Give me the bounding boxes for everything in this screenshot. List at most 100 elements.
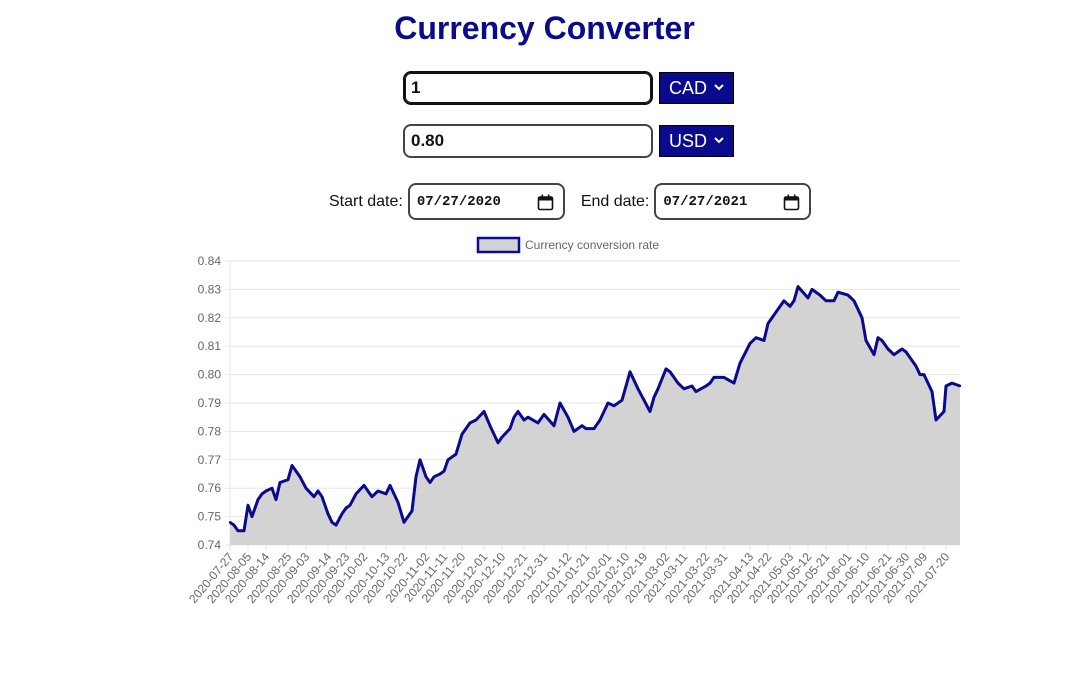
to-currency-select[interactable]: USD — [659, 125, 734, 157]
chevron-down-icon — [714, 137, 724, 144]
data-point — [242, 529, 246, 532]
data-point — [682, 387, 686, 390]
data-point — [754, 336, 758, 339]
data-point — [460, 433, 464, 436]
data-point — [886, 347, 890, 351]
data-point — [652, 396, 656, 399]
data-point — [362, 484, 366, 487]
data-point — [642, 399, 646, 402]
data-point — [316, 489, 320, 493]
from-amount-input[interactable] — [403, 71, 653, 105]
data-point — [508, 427, 512, 430]
data-point — [572, 430, 576, 433]
end-date-label: End date: — [580, 192, 650, 210]
data-point — [496, 441, 500, 444]
to-currency-value: USD — [669, 130, 708, 151]
data-point — [876, 336, 880, 339]
end-date-input[interactable]: 07/27/2021 — [654, 183, 812, 220]
data-point — [864, 339, 868, 342]
data-point — [384, 492, 388, 496]
data-point — [620, 399, 624, 402]
y-tick-label: 0.77 — [198, 453, 222, 467]
data-point — [446, 458, 450, 461]
y-tick-label: 0.74 — [198, 538, 222, 552]
data-point — [376, 489, 380, 493]
data-point — [860, 316, 864, 319]
data-point — [738, 362, 742, 365]
data-point — [474, 418, 478, 422]
data-point — [428, 481, 432, 484]
y-tick-label: 0.79 — [198, 396, 222, 410]
data-point — [732, 381, 736, 385]
y-axis-ticks: 0.84 0.83 0.82 0.81 0.80 0.79 0.78 0.77 0.76 0.75… — [198, 254, 222, 552]
data-point — [748, 342, 752, 345]
end-date-value: 07/27/2021 — [663, 193, 748, 210]
data-point — [388, 484, 392, 487]
data-point — [334, 523, 338, 527]
data-point — [818, 293, 822, 297]
y-tick-label: 0.76 — [198, 481, 222, 495]
data-point — [442, 470, 446, 473]
data-point — [806, 296, 810, 300]
data-point — [880, 339, 884, 342]
data-point — [922, 373, 926, 376]
date-range-row: Start date: 07/27/2020 End date: 07/27/2… — [329, 183, 812, 220]
y-tick-label: 0.80 — [198, 368, 222, 382]
data-point — [904, 350, 908, 354]
data-point — [676, 381, 680, 385]
series-area — [230, 286, 960, 545]
data-point — [796, 285, 800, 288]
data-point — [836, 291, 840, 294]
data-point — [454, 452, 458, 456]
from-currency-select[interactable]: CAD — [659, 72, 734, 104]
data-point — [330, 521, 334, 524]
data-point — [482, 410, 486, 413]
data-point — [354, 492, 358, 496]
legend-swatch — [476, 236, 521, 254]
data-point — [708, 381, 712, 385]
chart-legend[interactable]: Currency conversion rate — [476, 236, 659, 254]
data-point — [852, 299, 856, 302]
start-date-input[interactable]: 07/27/2020 — [407, 183, 565, 220]
calendar-icon[interactable] — [537, 194, 554, 211]
data-point — [344, 506, 348, 510]
calendar-icon[interactable] — [783, 194, 800, 211]
data-point — [348, 504, 352, 507]
data-point — [918, 373, 922, 376]
data-point — [944, 384, 948, 388]
data-point — [274, 498, 278, 501]
data-point — [648, 410, 652, 413]
data-point — [846, 293, 850, 297]
data-point — [424, 475, 428, 478]
data-point — [766, 322, 770, 325]
data-point — [396, 501, 400, 504]
data-point — [892, 353, 896, 356]
data-point — [432, 475, 436, 478]
data-point — [438, 472, 442, 476]
data-point — [628, 370, 632, 373]
data-point — [668, 370, 672, 373]
plot-area — [228, 285, 962, 545]
data-point — [522, 418, 526, 422]
data-point — [326, 512, 330, 515]
data-point — [824, 299, 828, 302]
data-point — [624, 384, 628, 388]
data-point — [298, 475, 302, 478]
data-point — [636, 387, 640, 390]
y-tick-label: 0.82 — [198, 311, 222, 325]
data-point — [788, 305, 792, 308]
data-point — [584, 427, 588, 430]
data-point — [950, 381, 954, 385]
data-point — [942, 410, 946, 413]
data-point — [410, 509, 414, 513]
data-point — [278, 481, 282, 484]
start-date-value: 07/27/2020 — [416, 193, 501, 210]
data-point — [526, 416, 530, 419]
data-point — [592, 427, 596, 430]
data-point — [264, 489, 268, 493]
to-amount-input[interactable] — [403, 124, 653, 158]
data-point — [228, 521, 232, 524]
data-point — [606, 401, 610, 405]
data-point — [500, 435, 504, 439]
data-point — [340, 512, 344, 515]
